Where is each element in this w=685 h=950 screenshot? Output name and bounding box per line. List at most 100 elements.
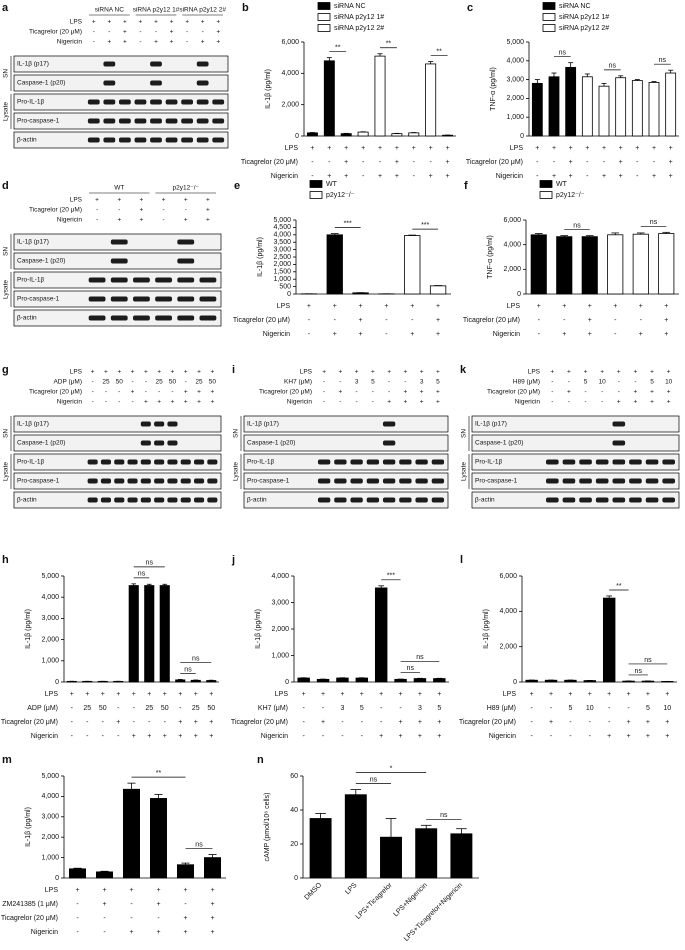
condition-mark: + — [627, 691, 631, 698]
condition-mark: + — [178, 733, 182, 740]
blot-band — [150, 137, 162, 143]
blot-band — [155, 296, 173, 302]
band-label: β-actin — [247, 497, 267, 504]
blot-band — [366, 497, 380, 503]
bar — [297, 677, 310, 683]
blot-band — [207, 478, 218, 484]
bar — [548, 76, 560, 137]
blot-band — [114, 478, 125, 484]
condition-mark: - — [586, 173, 589, 180]
bar — [190, 679, 201, 683]
x-tick-label: LPS+Nigericin — [392, 882, 429, 919]
section-label: SN — [3, 69, 10, 78]
blot-band — [196, 99, 209, 105]
condition-mark: + — [321, 691, 325, 698]
blot-band — [167, 459, 178, 465]
blot-band — [629, 459, 642, 465]
condition-mark: + — [197, 399, 201, 406]
condition-mark: + — [117, 197, 121, 204]
significance-label: ns — [440, 812, 448, 819]
blot-band — [317, 497, 331, 503]
condition-mark: - — [323, 379, 325, 386]
condition-label: Nigericin — [493, 331, 520, 338]
condition-mark: 5 — [568, 705, 572, 712]
condition-mark: + — [646, 719, 650, 726]
condition-mark: - — [186, 29, 188, 36]
y-tick-label: 1,000 — [41, 658, 59, 665]
condition-label: Nigericin — [31, 929, 58, 936]
bar — [525, 679, 538, 683]
condition-mark: - — [372, 399, 374, 406]
blot-band — [207, 497, 218, 503]
condition-mark: - — [148, 719, 151, 726]
condition-mark: + — [634, 389, 638, 396]
panel-letter: n — [257, 754, 264, 766]
condition-mark: - — [186, 39, 188, 46]
blot-band — [134, 99, 147, 105]
condition-mark: - — [71, 719, 74, 726]
condition-mark: 50 — [209, 379, 217, 386]
condition-mark: + — [403, 399, 407, 406]
y-tick-label: 4,000 — [273, 232, 291, 239]
y-tick-label: 3,000 — [41, 814, 59, 821]
section-label: Lysate — [3, 102, 10, 121]
condition-mark: + — [619, 145, 623, 152]
band-label: Caspase-1 (p20) — [17, 440, 65, 447]
blot-band — [562, 478, 576, 484]
bar — [123, 788, 141, 879]
bar — [344, 794, 367, 879]
condition-mark: 50 — [169, 379, 177, 386]
condition-mark: + — [102, 887, 106, 894]
condition-mark: + — [140, 207, 144, 214]
condition-mark: + — [129, 887, 133, 894]
condition-mark: + — [446, 159, 450, 166]
condition-mark: + — [154, 39, 158, 46]
blot-band — [545, 459, 559, 465]
condition-mark: - — [185, 379, 187, 386]
condition-mark: - — [553, 159, 556, 166]
significance-label: ns — [195, 841, 203, 848]
condition-mark: + — [429, 145, 433, 152]
significance-label: ns — [650, 219, 658, 226]
condition-label: LPS — [510, 145, 524, 152]
bar — [66, 680, 77, 683]
condition-mark: + — [162, 197, 166, 204]
condition-mark: + — [588, 331, 592, 338]
section-label: Lysate — [461, 462, 468, 481]
condition-mark: - — [93, 29, 95, 36]
blot-band — [103, 80, 116, 86]
condition-mark: + — [446, 173, 450, 180]
condition-mark: + — [355, 369, 359, 376]
bar — [97, 680, 108, 683]
y-tick-label: 6,000 — [281, 39, 299, 46]
condition-mark: + — [206, 207, 210, 214]
blot-band — [382, 421, 396, 427]
panel-letter: f — [464, 180, 468, 192]
condition-label: LPS — [507, 303, 521, 310]
condition-mark: - — [379, 159, 382, 166]
condition-mark: - — [131, 399, 133, 406]
bar — [176, 864, 194, 879]
condition-mark: + — [420, 389, 424, 396]
bar — [661, 681, 674, 683]
condition-mark: - — [308, 331, 311, 338]
condition-mark: + — [194, 719, 198, 726]
bar — [564, 679, 577, 683]
condition-mark: + — [639, 303, 643, 310]
condition-mark: + — [210, 915, 214, 922]
legend-swatch — [542, 2, 556, 10]
condition-mark: + — [209, 719, 213, 726]
blot-band — [181, 99, 194, 105]
condition-mark: - — [538, 317, 541, 324]
condition-mark: + — [420, 399, 424, 406]
bar — [581, 236, 598, 295]
condition-mark: + — [163, 691, 167, 698]
blot-band — [110, 296, 128, 302]
y-tick-label: 3,500 — [273, 239, 291, 246]
condition-mark: + — [607, 733, 611, 740]
condition-mark: + — [360, 691, 364, 698]
condition-mark: + — [639, 331, 643, 338]
bar — [316, 678, 330, 683]
condition-mark: 3 — [420, 379, 424, 386]
panel-letter: c — [467, 2, 473, 14]
